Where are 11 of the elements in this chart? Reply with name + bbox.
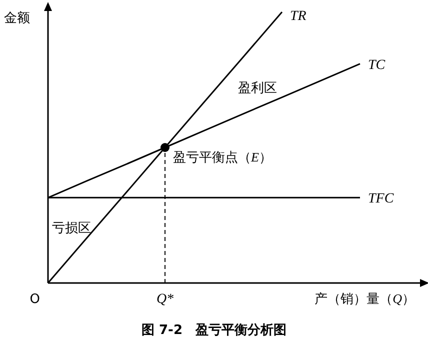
annotation: 盈利区 — [238, 81, 277, 96]
text: O — [30, 292, 40, 307]
series-label: TFC — [368, 192, 394, 207]
series-label: TR — [290, 9, 307, 24]
series-label: TC — [368, 58, 386, 73]
annotation: 盈亏平衡点（E） — [173, 150, 272, 166]
x-axis-title: 产（销）量（Q） — [314, 291, 415, 307]
text: Q* — [156, 292, 174, 307]
y-axis-title: 金额 — [4, 11, 30, 26]
annotation: 亏损区 — [52, 221, 91, 236]
text: 图 7-2 盈亏平衡分析图 — [141, 323, 287, 338]
